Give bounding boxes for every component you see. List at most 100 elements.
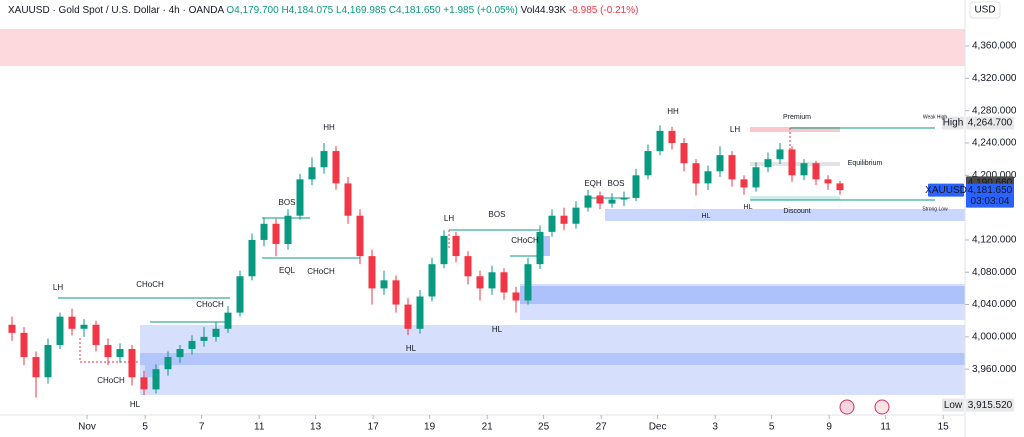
candle-body xyxy=(644,151,652,176)
zones xyxy=(0,29,965,395)
plot xyxy=(8,125,844,398)
x-tick-label: 21 xyxy=(482,422,494,433)
x-tick-label: 5 xyxy=(769,422,775,433)
candle-body xyxy=(248,239,256,277)
candle-body xyxy=(428,264,436,297)
x-tick-label: 15 xyxy=(938,422,950,433)
candle-body xyxy=(836,183,844,191)
candle-body xyxy=(656,130,664,152)
price-tag-name-box xyxy=(928,183,964,197)
price-tag-name: Low xyxy=(944,400,963,411)
price-tag xyxy=(966,183,1014,208)
volume: Vol44.93K xyxy=(521,5,567,16)
x-tick-label: 9 xyxy=(826,422,832,433)
symbol: XAUUSD · Gold Spot / U.S. Dollar · 4h · … xyxy=(8,5,225,16)
x-tick-label: 13 xyxy=(310,422,322,433)
annotation: HL xyxy=(130,400,141,409)
currency[interactable]: USD xyxy=(974,5,995,16)
x-tick-label: 11 xyxy=(254,422,265,433)
x-tick-label: 17 xyxy=(368,422,380,433)
candle-body xyxy=(20,332,28,358)
price-tag-label: 4,264.700 xyxy=(968,118,1013,129)
annotation: HL xyxy=(492,325,503,334)
candle-body xyxy=(512,292,520,301)
price-tag-countdown: 03:03:04 xyxy=(971,196,1010,207)
candle-body xyxy=(128,348,136,378)
x-tick-label: 11 xyxy=(880,422,891,433)
y-tick-label: 4,280.000 xyxy=(972,105,1017,116)
candle-body xyxy=(548,215,556,232)
x-tick-label: 5 xyxy=(142,422,148,433)
annotation: HL xyxy=(702,213,711,220)
event-icon[interactable] xyxy=(874,399,890,415)
candle-body xyxy=(488,272,496,289)
candle-body xyxy=(704,171,712,184)
x-tick-label: 3 xyxy=(712,422,718,433)
candle-body xyxy=(608,199,616,204)
candle-body xyxy=(32,357,40,378)
annotation: BOS xyxy=(489,210,506,219)
candle-body xyxy=(560,215,568,224)
candle-body xyxy=(176,348,184,358)
candle-body xyxy=(332,151,340,184)
candle-body xyxy=(752,167,760,188)
candle-body xyxy=(104,344,112,358)
candle-body xyxy=(440,235,448,265)
candle-body xyxy=(632,175,640,198)
candle-body xyxy=(380,280,388,289)
annotation: CHoCH xyxy=(511,236,539,245)
candle-body xyxy=(224,312,232,329)
price-tag xyxy=(966,116,1014,130)
candle-body xyxy=(476,276,484,289)
candle-body xyxy=(800,163,808,176)
annotation: CHoCH xyxy=(97,376,125,385)
candle-body xyxy=(44,344,52,378)
y-tick-label: 4,360.000 xyxy=(972,41,1017,52)
price-tag-name: XAUUSD xyxy=(925,185,967,196)
y-tick-label: 3,960.000 xyxy=(972,364,1017,375)
annotation: EQH xyxy=(584,179,602,188)
candle-body xyxy=(80,324,88,329)
price-tag-label: 4,190.660 xyxy=(968,177,1013,188)
low: L4,169.985 xyxy=(336,5,386,16)
candle-body xyxy=(92,324,100,345)
price-tag-label: 4,181.650 xyxy=(968,185,1013,196)
annotation: LH xyxy=(730,125,740,134)
candle-body xyxy=(824,179,832,184)
x-tick-label: 25 xyxy=(538,422,550,433)
candle-body xyxy=(416,296,424,329)
annotation: BOS xyxy=(608,179,625,188)
candle-body xyxy=(464,256,472,277)
event-icon[interactable] xyxy=(839,399,855,415)
annotation: CHoCH xyxy=(196,300,224,309)
premium-zone xyxy=(750,127,840,132)
y-tick-label: 4,040.000 xyxy=(972,299,1017,310)
candle-body xyxy=(152,369,160,390)
demand-zone xyxy=(605,209,965,221)
x-tick-label: 7 xyxy=(199,422,205,433)
candle-body xyxy=(740,179,748,188)
candle-body xyxy=(404,304,412,329)
annotation: BOS xyxy=(279,198,296,207)
order-block xyxy=(540,236,550,256)
annotation: HH xyxy=(323,123,335,132)
annotation: LH xyxy=(53,283,63,292)
annotation: Premium xyxy=(783,114,811,121)
x-tick-label: 19 xyxy=(424,422,436,433)
candle-body xyxy=(356,215,364,257)
change: +1.985 (+0.05%) xyxy=(443,5,518,16)
close: C4,181.650 xyxy=(389,5,441,16)
annotation: LH xyxy=(444,214,454,223)
candle-body xyxy=(200,336,208,341)
candle-body xyxy=(272,223,280,244)
candle-body xyxy=(188,340,196,349)
candle-body xyxy=(692,163,700,184)
annotation: HH xyxy=(667,107,679,116)
x-tick-label: 27 xyxy=(596,422,608,433)
candle-body xyxy=(776,149,784,160)
candle-body xyxy=(368,256,376,289)
currency-button[interactable] xyxy=(969,1,1001,19)
candle-body xyxy=(500,272,508,293)
high: H4,184.075 xyxy=(281,5,333,16)
